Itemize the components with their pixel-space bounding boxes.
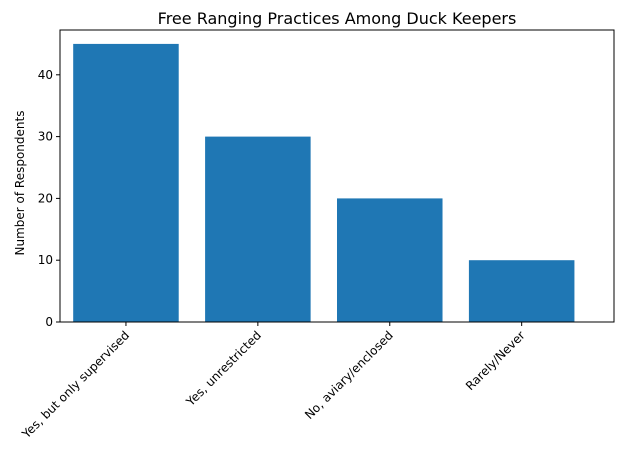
- x-tick-label-3: Rarely/Never: [463, 328, 528, 393]
- bar-0: [73, 43, 179, 323]
- y-tick-label-3: 30: [38, 130, 53, 144]
- bar-1: [205, 136, 311, 322]
- y-tick-label-2: 20: [38, 191, 53, 205]
- y-axis: 0 10 20 30 40: [38, 68, 60, 329]
- x-axis: Yes, but only supervised Yes, unrestricte…: [19, 322, 528, 442]
- x-tick-label-2: No, aviary/enclosed: [302, 328, 396, 422]
- y-tick-label-4: 40: [38, 68, 53, 82]
- bar-3: [468, 260, 575, 322]
- y-tick-label-0: 0: [45, 315, 53, 329]
- bars-group: [73, 43, 575, 323]
- plot-frame: [59, 29, 615, 323]
- bar-2: [337, 198, 443, 322]
- y-axis-label: Number of Respondents: [13, 111, 27, 256]
- x-tick-label-0: Yes, but only supervised: [19, 328, 132, 441]
- chart-title: Free Ranging Practices Among Duck Keeper…: [158, 9, 517, 28]
- x-tick-label-1: Yes, unrestricted: [183, 328, 264, 409]
- y-tick-label-1: 10: [38, 253, 53, 267]
